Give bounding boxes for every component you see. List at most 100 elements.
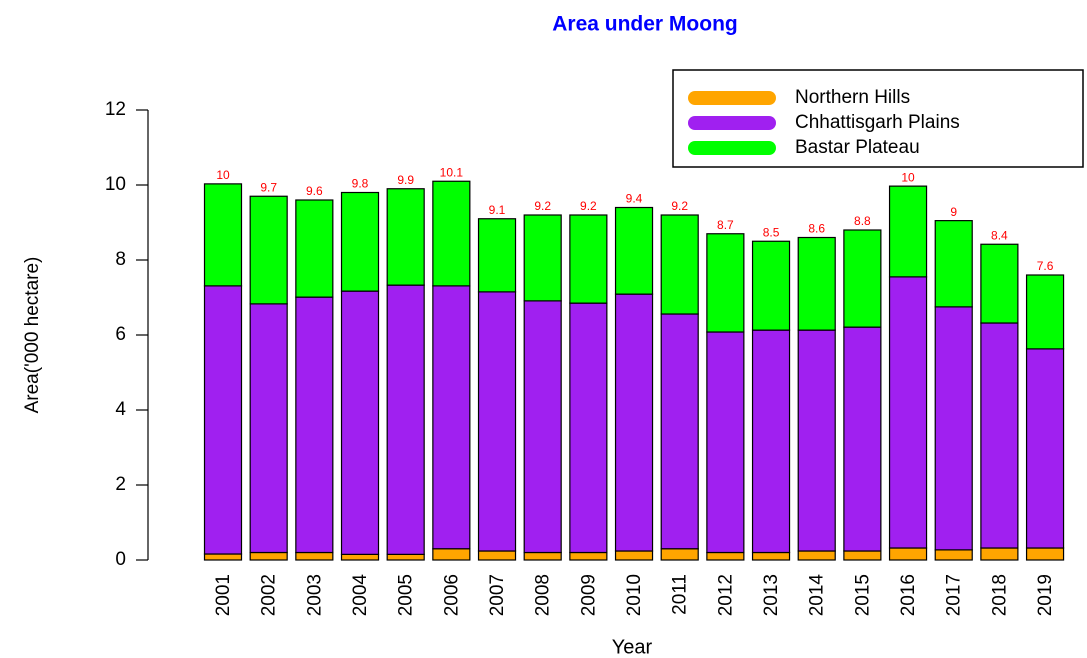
x-tick-label: 2015 bbox=[852, 574, 873, 616]
bar-segment bbox=[432, 285, 471, 550]
bar-segment bbox=[888, 185, 928, 278]
bar-segment bbox=[340, 290, 380, 555]
x-tick-label: 2018 bbox=[989, 574, 1010, 616]
x-tick-label: 2008 bbox=[533, 574, 554, 616]
bar-segment bbox=[523, 300, 562, 554]
bar-segment bbox=[614, 293, 654, 552]
x-axis-label: Year bbox=[612, 636, 653, 658]
bar-segment bbox=[477, 291, 517, 552]
total-label: 7.6 bbox=[1037, 259, 1054, 273]
total-label: 10 bbox=[216, 168, 230, 182]
bar-segment bbox=[249, 303, 288, 554]
bar-segment bbox=[569, 214, 608, 304]
bar-segment bbox=[660, 548, 699, 561]
bar-segment bbox=[203, 553, 243, 561]
bar-segment bbox=[432, 548, 471, 561]
bar-segment bbox=[340, 191, 380, 292]
legend-label: Bastar Plateau bbox=[795, 137, 920, 158]
total-label: 9.2 bbox=[534, 199, 551, 213]
bar-segment bbox=[203, 183, 243, 287]
legend-swatch bbox=[688, 91, 776, 105]
x-tick-label: 2004 bbox=[350, 574, 371, 617]
bar-segment bbox=[249, 195, 288, 305]
bar-segment bbox=[386, 553, 425, 561]
y-tick-label: 6 bbox=[115, 324, 126, 345]
x-tick-label: 2011 bbox=[670, 574, 691, 615]
bar-segment bbox=[888, 276, 928, 549]
legend-swatch bbox=[688, 116, 776, 130]
total-label: 9.2 bbox=[671, 199, 688, 213]
bar-segment bbox=[980, 322, 1019, 549]
x-tick-label: 2005 bbox=[396, 574, 417, 616]
chart-title: Area under Moong bbox=[552, 13, 738, 36]
total-label: 10 bbox=[901, 170, 915, 184]
total-label: 8.8 bbox=[854, 214, 871, 228]
bar-segment bbox=[386, 188, 425, 286]
total-label: 8.5 bbox=[763, 225, 780, 239]
total-label: 9.1 bbox=[489, 203, 506, 217]
bar-segment bbox=[340, 553, 380, 561]
total-label: 9 bbox=[950, 205, 957, 219]
bar-segment bbox=[295, 551, 334, 561]
bar-segment bbox=[569, 302, 608, 554]
x-tick-label: 2010 bbox=[624, 574, 645, 616]
x-tick-label: 2003 bbox=[304, 574, 325, 616]
x-tick-label: 2006 bbox=[441, 574, 462, 616]
bar-segment bbox=[980, 547, 1019, 561]
bar-segment bbox=[706, 233, 745, 333]
bar-segment bbox=[295, 199, 334, 298]
bar-segment bbox=[614, 550, 654, 561]
bar-segment bbox=[980, 243, 1019, 324]
bar-segment bbox=[751, 240, 791, 331]
legend-swatch bbox=[688, 141, 776, 155]
bar-segment bbox=[934, 306, 973, 551]
x-tick-label: 2001 bbox=[213, 574, 234, 616]
bar-segment bbox=[934, 549, 973, 561]
x-tick-label: 2014 bbox=[807, 574, 828, 617]
total-label: 9.2 bbox=[580, 199, 597, 213]
bar-segment bbox=[843, 326, 882, 552]
bar-segment bbox=[432, 180, 471, 287]
bar-segment bbox=[386, 284, 425, 555]
bar-segment bbox=[706, 551, 745, 561]
total-label: 9.6 bbox=[306, 184, 323, 198]
x-tick-label: 2016 bbox=[898, 574, 919, 616]
bar-segment bbox=[477, 218, 517, 293]
legend-label: Northern Hills bbox=[795, 87, 910, 108]
y-tick-label: 8 bbox=[115, 249, 126, 270]
x-tick-label: 2002 bbox=[259, 574, 280, 616]
bar-segment bbox=[477, 550, 517, 561]
x-tick-label: 2019 bbox=[1035, 574, 1056, 616]
bar-segment bbox=[888, 547, 928, 561]
bar-segment bbox=[249, 551, 288, 561]
bar-segment bbox=[843, 229, 882, 328]
total-label: 8.4 bbox=[991, 228, 1008, 242]
bar-segment bbox=[203, 285, 243, 555]
legend-label: Chhattisgarh Plains bbox=[795, 112, 960, 133]
bar-segment bbox=[569, 551, 608, 561]
total-label: 9.7 bbox=[260, 180, 277, 194]
bar-segment bbox=[797, 236, 836, 331]
y-tick-label: 4 bbox=[115, 399, 126, 420]
total-label: 9.8 bbox=[352, 177, 369, 191]
total-label: 10.1 bbox=[440, 165, 464, 179]
bar-segment bbox=[660, 214, 699, 315]
total-label: 8.7 bbox=[717, 218, 734, 232]
bar-segment bbox=[843, 550, 882, 561]
y-tick-label: 10 bbox=[105, 174, 126, 195]
bar-segment bbox=[934, 220, 973, 308]
x-tick-label: 2007 bbox=[487, 574, 508, 616]
bar-segment bbox=[751, 329, 791, 554]
bar-segment bbox=[1025, 348, 1065, 549]
bar-segment bbox=[614, 206, 654, 295]
bar-segment bbox=[295, 296, 334, 554]
total-label: 8.6 bbox=[808, 222, 825, 236]
y-tick-label: 0 bbox=[115, 549, 126, 570]
bar-segment bbox=[1025, 274, 1065, 350]
y-axis-label: Area('000 hectare) bbox=[22, 257, 43, 414]
bar-segment bbox=[706, 331, 745, 554]
y-tick-label: 2 bbox=[115, 474, 126, 495]
x-tick-label: 2013 bbox=[761, 574, 782, 616]
x-tick-label: 2009 bbox=[578, 574, 599, 616]
x-tick-label: 2017 bbox=[944, 574, 965, 616]
